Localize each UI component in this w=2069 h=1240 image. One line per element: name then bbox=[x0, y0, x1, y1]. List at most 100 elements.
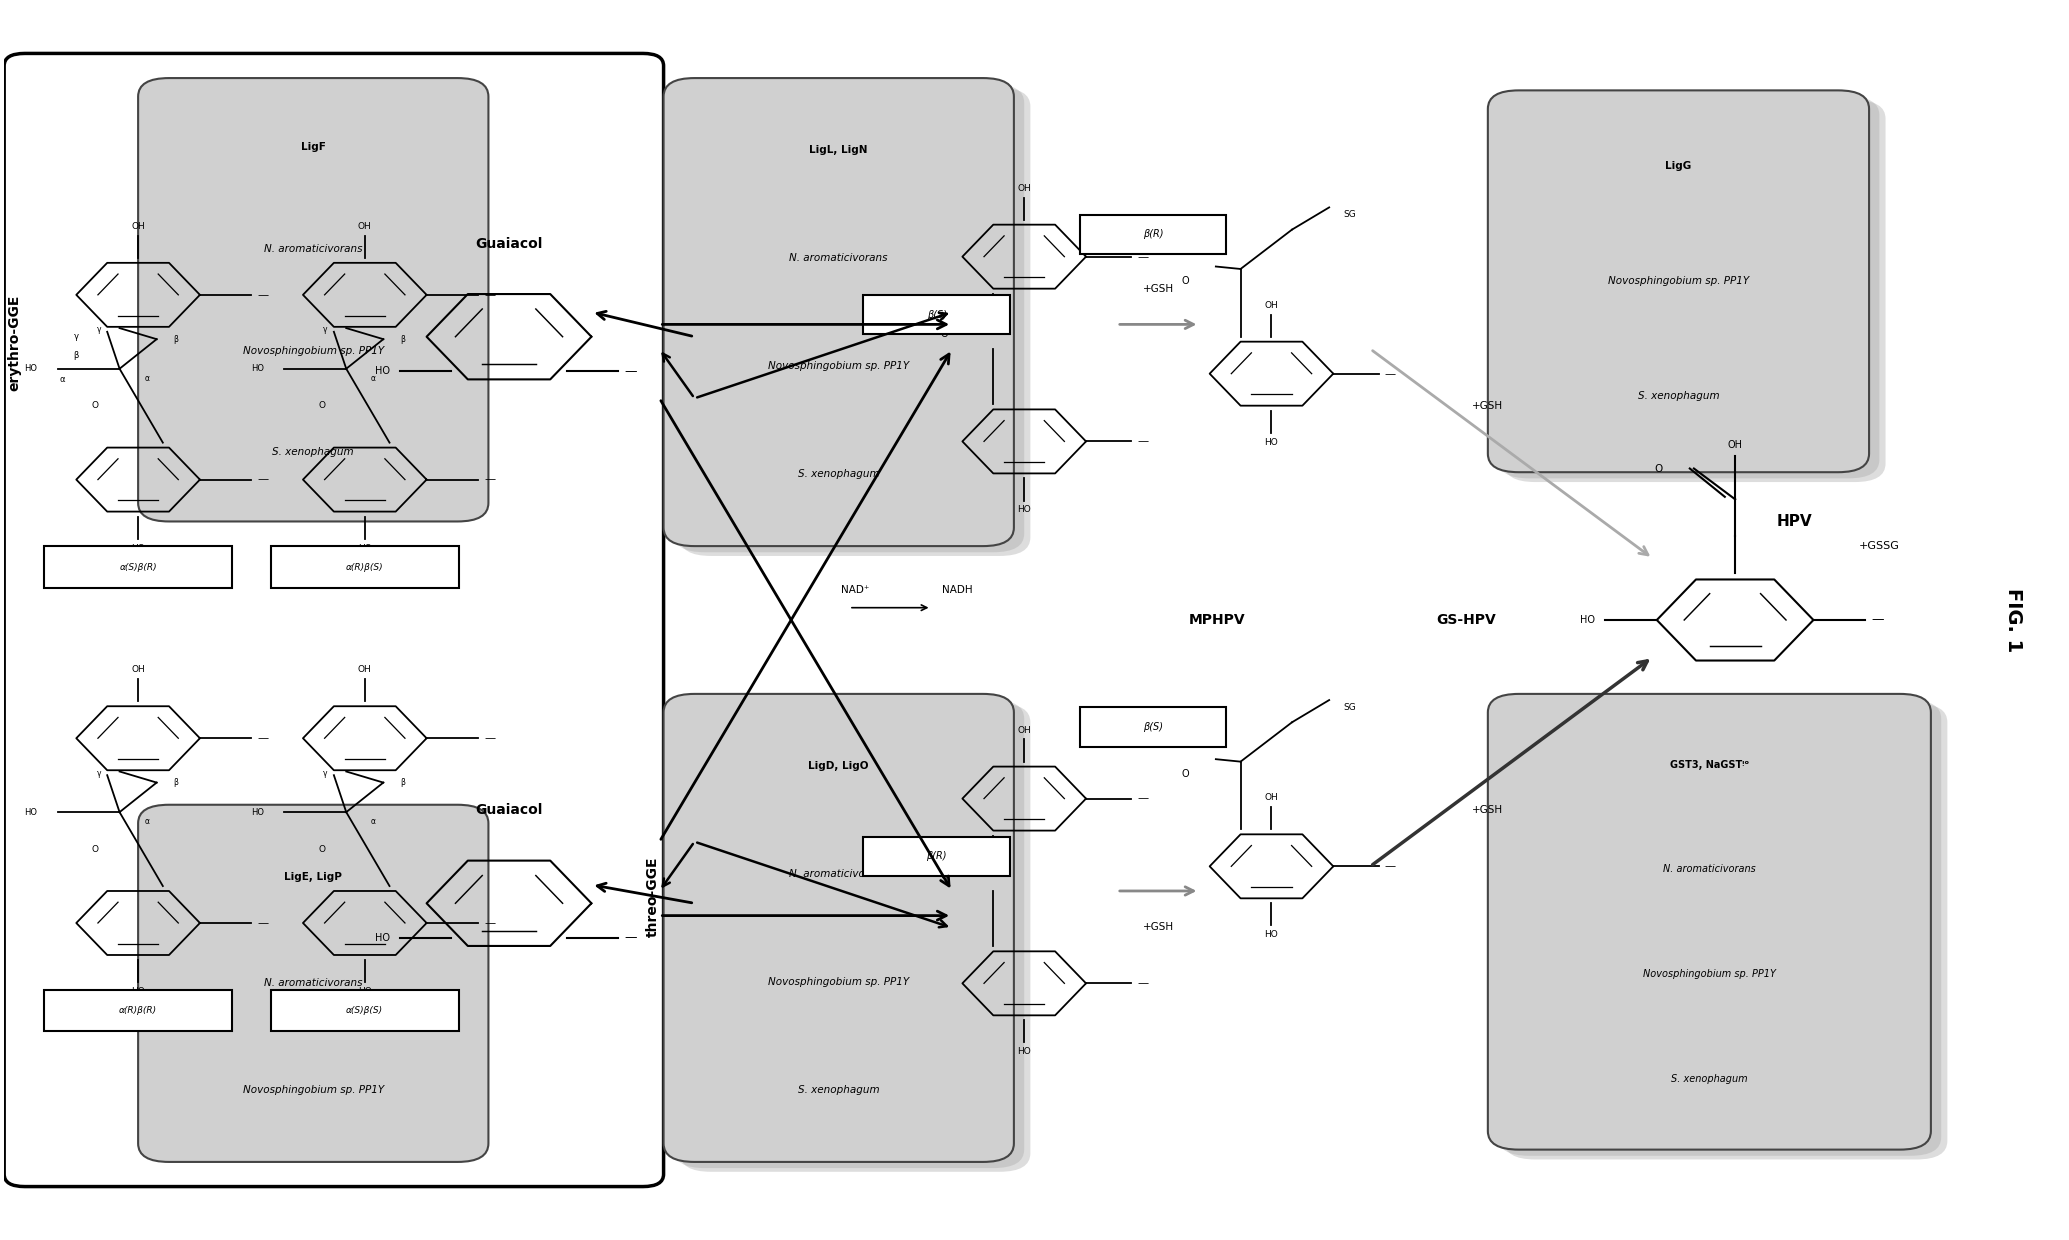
Text: +GSH: +GSH bbox=[1473, 805, 1504, 815]
Text: N. aromaticivorans: N. aromaticivorans bbox=[1663, 864, 1757, 874]
Text: HO: HO bbox=[1581, 615, 1595, 625]
Text: S. xenophagum: S. xenophagum bbox=[1639, 392, 1719, 402]
FancyBboxPatch shape bbox=[1080, 708, 1227, 746]
Text: —: — bbox=[1138, 436, 1148, 446]
FancyBboxPatch shape bbox=[1488, 694, 1930, 1149]
Text: O: O bbox=[1181, 277, 1190, 286]
Text: O: O bbox=[91, 844, 99, 853]
Text: O: O bbox=[1655, 464, 1663, 474]
Text: β: β bbox=[399, 335, 406, 343]
FancyBboxPatch shape bbox=[674, 84, 1024, 552]
Text: β(S): β(S) bbox=[927, 310, 948, 320]
Text: S. xenophagum: S. xenophagum bbox=[1672, 1074, 1748, 1084]
Text: N. aromaticivorans: N. aromaticivorans bbox=[790, 253, 888, 263]
Text: +GSH: +GSH bbox=[1473, 401, 1504, 410]
Text: N. aromaticivorans: N. aromaticivorans bbox=[265, 244, 362, 254]
Text: α: α bbox=[370, 817, 377, 826]
Text: HO: HO bbox=[358, 543, 372, 553]
Text: FIG. 1: FIG. 1 bbox=[2003, 588, 2023, 652]
Text: —: — bbox=[484, 475, 494, 485]
Text: —: — bbox=[1384, 862, 1397, 872]
Text: HO: HO bbox=[250, 365, 265, 373]
Text: O: O bbox=[939, 872, 948, 882]
Text: HO: HO bbox=[358, 987, 372, 996]
FancyBboxPatch shape bbox=[681, 704, 1030, 1172]
FancyBboxPatch shape bbox=[863, 295, 1010, 335]
Text: N. aromaticivorans: N. aromaticivorans bbox=[790, 869, 888, 879]
Text: O: O bbox=[91, 402, 99, 410]
Text: S. xenophagum: S. xenophagum bbox=[273, 448, 354, 458]
FancyBboxPatch shape bbox=[1504, 704, 1947, 1159]
Text: α: α bbox=[60, 376, 64, 384]
FancyBboxPatch shape bbox=[1498, 97, 1879, 479]
Text: —: — bbox=[1138, 252, 1148, 262]
Text: OH: OH bbox=[1728, 440, 1742, 450]
Text: LigE, LigP: LigE, LigP bbox=[283, 872, 341, 882]
Text: β: β bbox=[399, 777, 406, 787]
Text: β(R): β(R) bbox=[927, 852, 948, 862]
Text: Novosphingobium sp. PP1Y: Novosphingobium sp. PP1Y bbox=[242, 1085, 385, 1095]
Text: SG: SG bbox=[1343, 703, 1357, 712]
Text: —: — bbox=[1138, 794, 1148, 804]
FancyBboxPatch shape bbox=[149, 84, 499, 528]
Text: OH: OH bbox=[130, 222, 145, 231]
Text: —: — bbox=[259, 290, 269, 300]
Text: OH: OH bbox=[130, 665, 145, 675]
Text: HO: HO bbox=[374, 366, 389, 376]
Text: HO: HO bbox=[374, 932, 389, 942]
Text: HO: HO bbox=[25, 807, 37, 817]
Text: OH: OH bbox=[1264, 794, 1279, 802]
FancyBboxPatch shape bbox=[271, 546, 459, 588]
Text: —: — bbox=[1138, 978, 1148, 988]
FancyBboxPatch shape bbox=[139, 78, 488, 522]
Text: β: β bbox=[174, 335, 178, 343]
Text: γ: γ bbox=[323, 769, 327, 777]
Text: γ: γ bbox=[97, 325, 101, 335]
Text: +GSSG: +GSSG bbox=[1858, 541, 1899, 551]
Text: —: — bbox=[1870, 614, 1883, 626]
Text: OH: OH bbox=[358, 222, 372, 231]
Text: HO: HO bbox=[130, 987, 145, 996]
Text: β: β bbox=[74, 351, 79, 360]
FancyBboxPatch shape bbox=[674, 701, 1024, 1168]
FancyBboxPatch shape bbox=[139, 805, 488, 1162]
Text: S. xenophagum: S. xenophagum bbox=[799, 1085, 879, 1095]
FancyBboxPatch shape bbox=[681, 88, 1030, 556]
FancyBboxPatch shape bbox=[1504, 100, 1885, 482]
Text: α(S)β(S): α(S)β(S) bbox=[346, 1006, 383, 1014]
Text: HO: HO bbox=[130, 543, 145, 553]
FancyBboxPatch shape bbox=[863, 837, 1010, 877]
Text: N. aromaticivorans: N. aromaticivorans bbox=[265, 978, 362, 988]
Text: α: α bbox=[145, 373, 149, 383]
Text: LigD, LigO: LigD, LigO bbox=[809, 761, 869, 771]
Text: α(S)β(R): α(S)β(R) bbox=[120, 563, 157, 572]
Text: —: — bbox=[259, 918, 269, 928]
FancyBboxPatch shape bbox=[271, 990, 459, 1032]
Text: OH: OH bbox=[1264, 300, 1279, 310]
Text: α(R)β(S): α(R)β(S) bbox=[346, 563, 383, 572]
Text: —: — bbox=[259, 475, 269, 485]
Text: GS-HPV: GS-HPV bbox=[1436, 613, 1496, 627]
Text: O: O bbox=[1181, 769, 1190, 779]
Text: threo-GGE: threo-GGE bbox=[646, 857, 660, 937]
Text: α: α bbox=[145, 817, 149, 826]
Text: S. xenophagum: S. xenophagum bbox=[799, 469, 879, 479]
FancyBboxPatch shape bbox=[155, 815, 505, 1172]
Text: LigF: LigF bbox=[300, 143, 325, 153]
FancyBboxPatch shape bbox=[155, 88, 505, 531]
Text: Novosphingobium sp. PP1Y: Novosphingobium sp. PP1Y bbox=[1643, 970, 1775, 980]
Text: β(S): β(S) bbox=[1142, 722, 1163, 732]
Text: HO: HO bbox=[1264, 438, 1279, 446]
Text: Novosphingobium sp. PP1Y: Novosphingobium sp. PP1Y bbox=[768, 361, 910, 371]
Text: NAD⁺: NAD⁺ bbox=[842, 585, 869, 595]
Text: SG: SG bbox=[1343, 211, 1357, 219]
Text: α(R)β(R): α(R)β(R) bbox=[120, 1006, 157, 1014]
Text: LigL, LigN: LigL, LigN bbox=[809, 145, 869, 155]
Text: +GSH: +GSH bbox=[1142, 921, 1173, 931]
Text: β: β bbox=[174, 777, 178, 787]
Text: γ: γ bbox=[323, 325, 327, 335]
Text: γ: γ bbox=[74, 332, 79, 341]
Text: —: — bbox=[259, 733, 269, 743]
FancyBboxPatch shape bbox=[43, 546, 232, 588]
Text: HO: HO bbox=[1018, 506, 1030, 515]
